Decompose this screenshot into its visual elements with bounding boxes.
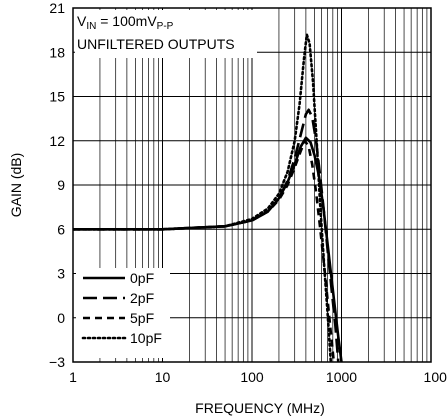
y-tick-label: 0: [57, 310, 65, 326]
x-axis-label: FREQUENCY (MHz): [195, 400, 325, 416]
y-tick-label: 12: [49, 133, 65, 149]
x-tick-label: 1: [69, 369, 77, 385]
legend: 0pF 2pF 5pF 10pF: [81, 270, 162, 346]
y-tick-label: 9: [57, 177, 65, 193]
y-tick-label: −3: [49, 354, 65, 370]
y-tick-label: 18: [49, 44, 65, 60]
legend-label-2pf: 2pF: [130, 290, 154, 306]
x-tick-label: 10000: [424, 369, 447, 385]
x-tick-label: 100: [240, 369, 264, 385]
input-voltage-annotation: VIN = 100mVP-P: [77, 13, 174, 32]
x-tick-label: 1000: [326, 369, 357, 385]
x-tick-label: 10: [155, 369, 171, 385]
curves: [73, 33, 343, 362]
y-tick-label: 15: [49, 89, 65, 105]
vin-subscript: IN: [86, 21, 96, 32]
unfiltered-outputs-annotation: UNFILTERED OUTPUTS: [77, 36, 235, 52]
y-tick-labels: −3 0 3 6 9 12 15 18 21: [49, 0, 65, 370]
vin-unit-subscript: P-P: [157, 21, 174, 32]
legend-background: [76, 268, 170, 358]
vin-prefix: V: [77, 13, 87, 29]
y-tick-label: 21: [49, 0, 65, 16]
series-line-2pf: [73, 108, 340, 362]
y-tick-label: 6: [57, 221, 65, 237]
annotation-background: [75, 10, 257, 58]
legend-label-5pf: 5pF: [130, 310, 154, 326]
vin-value: = 100mV: [96, 13, 157, 29]
legend-label-10pf: 10pF: [130, 330, 162, 346]
x-tick-labels: 1 10 100 1000 10000: [69, 369, 447, 385]
series-line-10pf: [73, 33, 333, 362]
plot-frame: [72, 7, 432, 363]
legend-label-0pf: 0pF: [130, 270, 154, 286]
y-tick-label: 3: [57, 266, 65, 282]
y-axis-label: GAIN (dB): [8, 153, 24, 218]
